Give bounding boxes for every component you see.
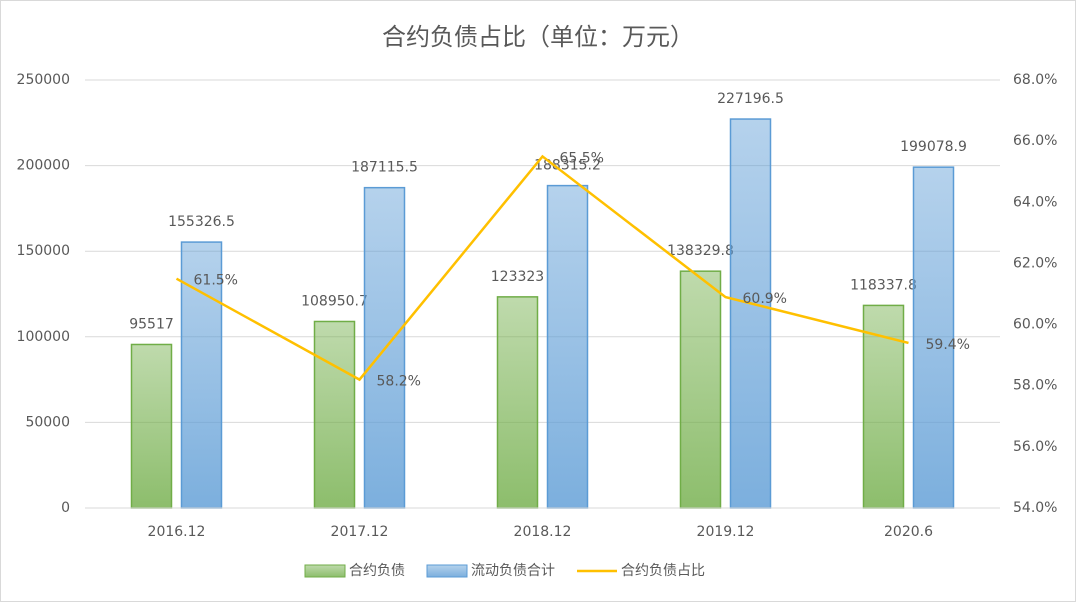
x-tick-label: 2017.12 — [331, 524, 389, 540]
x-tick-label: 2018.12 — [514, 524, 572, 540]
chart-title: 合约负债占比（单位：万元） — [382, 23, 694, 51]
data-label: 187115.5 — [351, 160, 418, 176]
x-tick-label: 2020.6 — [884, 524, 933, 540]
data-label: 123323 — [491, 269, 544, 285]
bar — [313, 320, 356, 509]
legend-label: 合约负债占比 — [621, 563, 705, 579]
data-label: 227196.5 — [717, 91, 784, 107]
y2-tick-label: 58.0% — [1013, 378, 1057, 394]
y-tick-label: 150000 — [17, 243, 70, 259]
y2-tick-label: 54.0% — [1013, 500, 1057, 516]
data-label: 61.5% — [194, 273, 238, 289]
legend: 合约负债 流动负债合计 合约负债占比 — [304, 563, 705, 579]
y-tick-label: 200000 — [17, 158, 70, 174]
data-label: 65.5% — [560, 150, 604, 166]
bar — [912, 166, 955, 509]
y2-tick-label: 68.0% — [1013, 72, 1057, 88]
legend-label: 合约负债 — [349, 563, 405, 579]
x-tick-label: 2016.12 — [148, 524, 206, 540]
data-label: 155326.5 — [168, 214, 235, 230]
y2-tick-label: 60.0% — [1013, 317, 1057, 333]
y-tick-label: 250000 — [17, 72, 70, 88]
data-label: 95517 — [129, 316, 174, 332]
y-tick-label: 0 — [61, 500, 70, 516]
line — [175, 154, 909, 382]
data-label: 138329.8 — [667, 243, 734, 259]
y2-tick-label: 66.0% — [1013, 133, 1057, 149]
bar — [130, 343, 173, 509]
x-tick-label: 2019.12 — [697, 524, 755, 540]
bar — [729, 118, 772, 509]
data-label: 118337.8 — [850, 277, 917, 293]
bar — [679, 270, 722, 509]
y2-tick-label: 62.0% — [1013, 255, 1057, 271]
data-label: 60.9% — [743, 291, 787, 307]
y2-tick-label: 64.0% — [1013, 194, 1057, 210]
data-label: 59.4% — [926, 337, 970, 353]
legend-swatch — [426, 564, 468, 578]
bar — [496, 296, 539, 509]
data-label: 108950.7 — [301, 293, 368, 309]
y2-tick-label: 56.0% — [1013, 439, 1057, 455]
bar — [546, 184, 589, 509]
data-label: 199078.9 — [900, 139, 967, 155]
legend-swatch — [304, 564, 346, 578]
y-tick-label: 50000 — [25, 414, 70, 430]
legend-label: 流动负债合计 — [471, 563, 555, 579]
y-tick-label: 100000 — [17, 329, 70, 345]
data-label: 58.2% — [377, 374, 421, 390]
